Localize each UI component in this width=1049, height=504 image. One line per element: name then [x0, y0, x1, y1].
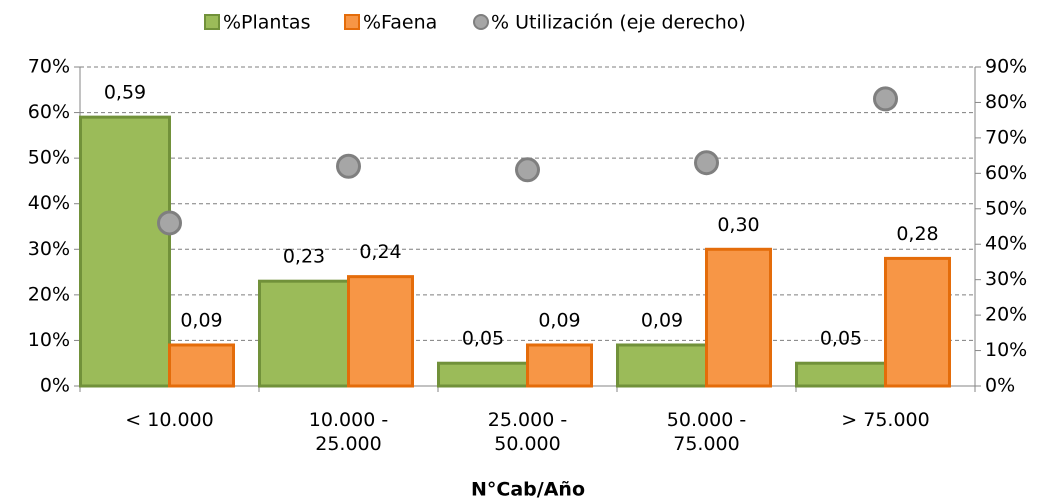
y-tick-label: 50% [28, 147, 70, 169]
y-tick-label: 30% [28, 238, 70, 260]
data-label: 0,24 [359, 241, 401, 263]
point [157, 210, 182, 236]
x-axis-title: N°Cab/Año [471, 479, 585, 501]
y2-tick-label: 70% [985, 126, 1027, 148]
y-tick-label: 70% [28, 56, 70, 78]
x-tick-label-box: 25.000 - 50.000 [487, 409, 568, 455]
y2-tick-label: 20% [985, 304, 1027, 326]
point [336, 153, 361, 179]
x-tick-label: > 75.000 [841, 409, 930, 431]
legend-swatch [473, 14, 489, 30]
x-tick-label-box: < 10.000 [125, 409, 214, 431]
y2-tick-label: 40% [985, 233, 1027, 255]
x-tick-label-box: > 75.000 [841, 409, 930, 431]
data-label: 0,05 [462, 328, 504, 350]
data-label: 0,05 [820, 328, 862, 350]
bar [347, 275, 414, 388]
bar [258, 279, 350, 388]
legend-swatch [204, 14, 220, 30]
y2-tick-label: 0% [985, 375, 1015, 397]
data-label: 0,09 [538, 309, 580, 331]
y2-tick-label: 80% [985, 91, 1027, 113]
y2-tick-label: 10% [985, 339, 1027, 361]
x-tick-label-box: 10.000 - 25.000 [308, 409, 389, 455]
legend-label: %Faena [363, 12, 437, 34]
x-tick-label: 25.000 - 50.000 [487, 409, 568, 455]
point [694, 150, 719, 176]
y2-tick-label: 90% [985, 56, 1027, 78]
data-label: 0,28 [896, 223, 938, 245]
legend-label: % Utilización (eje derecho) [491, 12, 746, 34]
y2-tick-label: 30% [985, 268, 1027, 290]
data-label: 0,23 [283, 246, 325, 268]
x-tick-label: < 10.000 [125, 409, 214, 431]
data-label: 0,09 [641, 309, 683, 331]
bar [526, 343, 593, 388]
bar [705, 247, 772, 388]
point [515, 157, 540, 183]
y-tick-label: 10% [28, 329, 70, 351]
y-tick-label: 60% [28, 101, 70, 123]
x-tick-label-box: 50.000 - 75.000 [666, 409, 747, 455]
y-tick-label: 20% [28, 283, 70, 305]
data-label: 0,09 [180, 309, 222, 331]
bar [79, 115, 171, 388]
y-tick-label: 40% [28, 192, 70, 214]
bar [437, 361, 529, 388]
legend-label: %Plantas [223, 12, 310, 34]
y-tick-label: 0% [40, 375, 70, 397]
bar [795, 361, 887, 388]
data-label: 0,30 [717, 214, 759, 236]
bar [884, 256, 951, 388]
legend-swatch [344, 14, 360, 30]
bar [616, 343, 708, 388]
point [873, 86, 898, 112]
y2-tick-label: 50% [985, 197, 1027, 219]
x-tick-label: 50.000 - 75.000 [666, 409, 747, 455]
data-label: 0,59 [104, 82, 146, 104]
x-tick-label: 10.000 - 25.000 [308, 409, 389, 455]
y2-tick-label: 60% [985, 162, 1027, 184]
bar [168, 343, 235, 388]
